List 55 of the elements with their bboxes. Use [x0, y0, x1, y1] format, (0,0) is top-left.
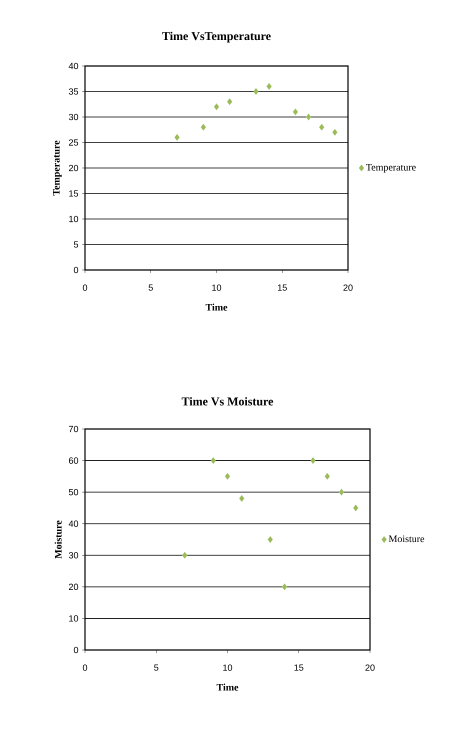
point: [200, 124, 206, 131]
legend-label: Temperature: [366, 164, 416, 173]
x-axis-title: Time: [206, 304, 228, 311]
x-tick-label: 5: [148, 284, 153, 291]
point: [266, 83, 272, 90]
point: [210, 457, 216, 464]
x-tick-label: 10: [223, 664, 232, 671]
y-tick-label: 5: [74, 241, 78, 248]
x-axis-title: Time: [216, 684, 238, 691]
x-tick-label: 15: [278, 284, 287, 291]
point: [324, 472, 330, 480]
x-tick-label: 10: [212, 284, 222, 291]
point: [332, 128, 338, 136]
y-tick-label: 30: [68, 552, 78, 558]
x-tick-label: 20: [343, 284, 353, 291]
point: [306, 114, 312, 120]
point: [310, 457, 316, 464]
y-tick-label: 30: [68, 114, 78, 120]
x-tick-label: 15: [294, 664, 304, 671]
y-tick-label: 40: [68, 62, 78, 70]
point: [214, 103, 220, 110]
y-tick-label: 40: [68, 520, 78, 527]
x-tick-label: 20: [365, 664, 375, 671]
chart-title: Time VsTemperature: [162, 32, 271, 43]
y-tick-label: 15: [69, 190, 78, 197]
y-tick-label: 70: [68, 426, 78, 432]
legend-label: Moisture: [388, 535, 424, 542]
point: [227, 98, 232, 106]
point: [174, 134, 180, 141]
y-axis-title: Temperature: [53, 140, 62, 196]
point: [292, 108, 298, 116]
y-tick-label: 10: [69, 615, 78, 622]
chart-title: Time Vs Moisture: [182, 397, 274, 406]
y-tick-label: 50: [68, 488, 78, 496]
y-tick-label: 20: [68, 164, 78, 172]
y-tick-label: 20: [68, 584, 78, 590]
y-axis-title: Moisture: [54, 520, 62, 559]
point: [353, 504, 358, 512]
y-tick-label: 35: [68, 88, 78, 95]
y-tick-label: 0: [74, 646, 78, 654]
point: [338, 488, 344, 496]
point: [239, 495, 244, 502]
point: [319, 124, 324, 131]
point: [253, 88, 259, 95]
x-tick-label: 0: [82, 284, 88, 291]
y-tick-label: 60: [68, 457, 78, 464]
y-tick-label: 0: [74, 266, 78, 274]
point: [182, 552, 188, 559]
y-tick-label: 10: [69, 216, 78, 222]
point: [268, 536, 273, 543]
y-tick-label: 25: [68, 139, 78, 146]
x-tick-label: 0: [82, 664, 88, 671]
point: [282, 583, 288, 590]
point: [224, 472, 230, 480]
x-tick-label: 5: [154, 664, 158, 671]
